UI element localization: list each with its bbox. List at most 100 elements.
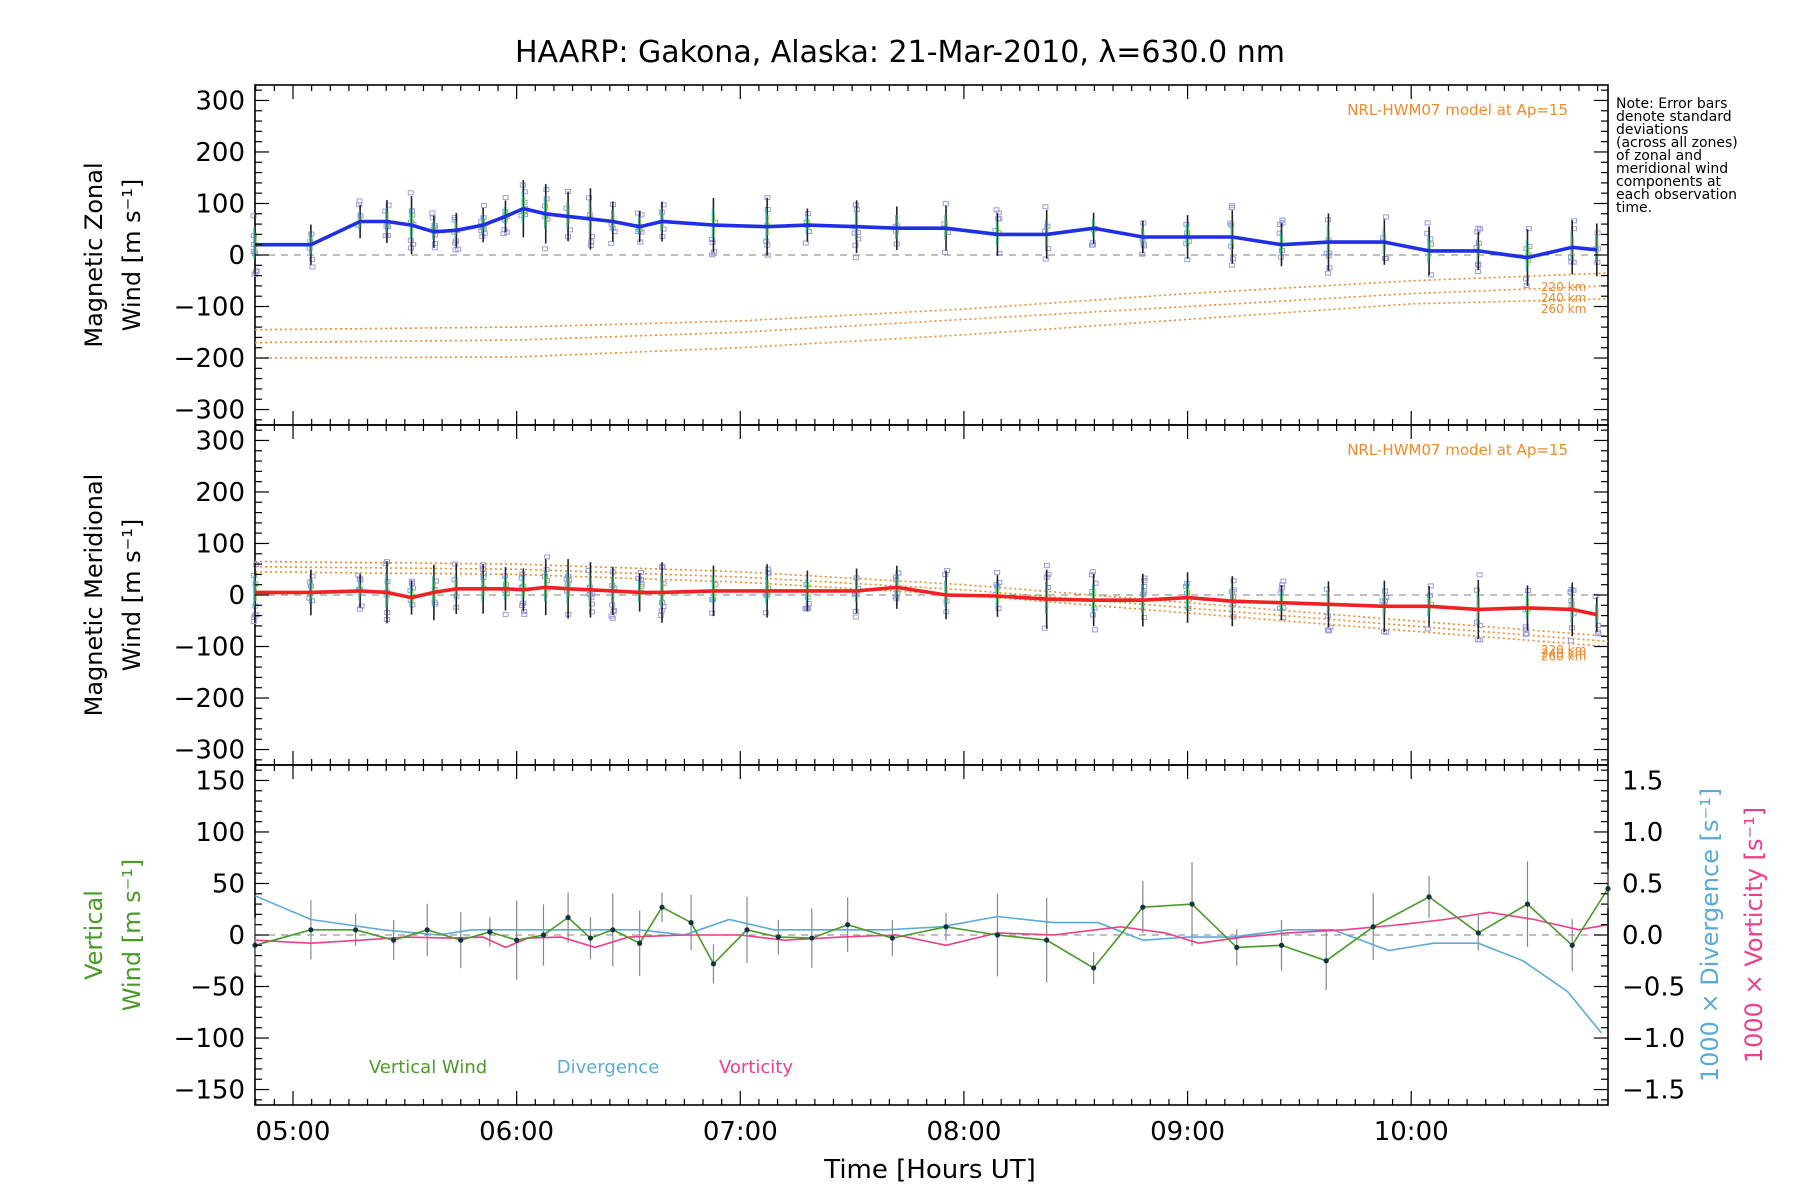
zone-marker: [309, 256, 316, 262]
zone-marker: [637, 570, 644, 576]
zone-marker: [764, 566, 771, 572]
x-tick-label: 10:00: [1374, 1117, 1449, 1147]
x-tick-label: 06:00: [479, 1117, 554, 1147]
note-line: components at: [1616, 174, 1722, 190]
vertical-wind-point: [1091, 965, 1097, 971]
zone-marker: [802, 240, 809, 246]
zone-marker: [1092, 627, 1099, 633]
y-tick-label: 200: [195, 478, 245, 508]
y-tick-label: 1.0: [1622, 818, 1663, 848]
vertical-wind-point: [353, 927, 359, 933]
zone-marker: [1089, 240, 1096, 246]
zone-marker: [895, 570, 902, 576]
y-tick-label: 0: [228, 241, 245, 271]
zone-marker: [452, 247, 459, 253]
vertical-wind-point: [1323, 958, 1329, 964]
zone-marker: [1043, 562, 1050, 568]
y-tick-label: −50: [190, 973, 245, 1003]
zone-marker: [1277, 222, 1284, 228]
zone-marker: [995, 216, 1002, 222]
vertical-wind-point: [1140, 904, 1146, 910]
zone-marker: [852, 242, 859, 248]
model-altitude-label: 220 km: [1541, 643, 1586, 657]
vertical-wind-point: [1278, 942, 1285, 948]
vertical-wind-point: [565, 914, 571, 921]
zone-marker: [589, 601, 596, 607]
y-tick-label: 150: [195, 766, 245, 796]
zone-marker: [1325, 270, 1332, 276]
wind-series-line: [255, 585, 1598, 617]
zone-marker: [480, 203, 487, 209]
zone-marker: [852, 255, 859, 261]
zone-marker: [1594, 622, 1601, 628]
zone-marker: [589, 609, 596, 615]
vertical-wind-line: [254, 888, 1609, 970]
y2-axis-label-vorticity: 1000 × Vorticity [s⁻¹]: [1740, 807, 1768, 1063]
zone-marker: [852, 614, 859, 620]
y-tick-label: −0.5: [1622, 973, 1685, 1003]
y-tick-label: 300: [195, 86, 245, 116]
zone-marker: [542, 246, 549, 252]
zone-marker: [1280, 578, 1287, 584]
zone-marker: [1424, 220, 1431, 226]
y2-axis-label-divergence: 1000 × Divergence [s⁻¹]: [1696, 788, 1724, 1082]
y-tick-label: −1.5: [1622, 1076, 1685, 1106]
zone-marker: [638, 577, 645, 583]
y-axis-label: Magnetic Meridional: [80, 474, 108, 717]
zone-marker: [942, 249, 949, 255]
zone-marker: [1592, 593, 1599, 599]
zone-marker: [250, 213, 257, 219]
zone-marker: [521, 611, 528, 617]
vertical-wind-point: [809, 935, 815, 941]
vorticity-line: [254, 911, 1609, 949]
zone-marker: [1045, 246, 1052, 252]
y-tick-label: 200: [195, 138, 245, 168]
y-tick-label: −300: [174, 396, 245, 426]
vertical-wind-point: [540, 932, 547, 938]
wind-series-line: [255, 206, 1597, 260]
vertical-wind-point: [458, 937, 464, 943]
model-line: [254, 272, 1609, 331]
zone-marker: [1279, 217, 1286, 223]
vertical-wind-point: [424, 927, 430, 933]
zone-marker: [429, 210, 436, 216]
note-line: deviations: [1616, 122, 1689, 138]
zone-marker: [1424, 626, 1431, 632]
zone-marker: [765, 569, 772, 575]
zone-marker: [358, 603, 365, 609]
error-bar-note: Note: Error bars denote standard deviation…: [1616, 97, 1786, 215]
zone-marker: [852, 608, 859, 614]
zone-marker: [1474, 229, 1481, 235]
y-tick-label: −200: [174, 344, 245, 374]
x-tick-label: 09:00: [1150, 1117, 1225, 1147]
vertical-wind-point: [710, 961, 717, 967]
vertical-wind-point: [1234, 944, 1240, 950]
y-tick-label: 0: [228, 921, 245, 951]
vertical-wind-point: [1189, 901, 1195, 907]
zone-marker: [1230, 578, 1237, 584]
zone-marker: [1141, 614, 1148, 620]
zone-marker: [585, 195, 592, 201]
y-tick-label: 100: [195, 189, 245, 219]
zone-marker: [500, 231, 507, 237]
vertical-wind-point: [1569, 942, 1575, 948]
zone-marker: [502, 611, 509, 617]
zone-marker: [805, 601, 812, 607]
model-altitude-label: 260 km: [1541, 302, 1586, 316]
y-axis-label: Vertical: [80, 890, 108, 980]
y-tick-label: 100: [195, 818, 245, 848]
y-tick-label: 0.5: [1622, 869, 1663, 899]
zone-marker: [252, 269, 259, 275]
vertical-wind-point: [1605, 886, 1611, 892]
zone-marker: [253, 612, 260, 618]
zone-marker: [709, 610, 716, 616]
model-line: [254, 285, 1609, 344]
zone-marker: [1523, 631, 1530, 637]
zone-marker: [1476, 637, 1483, 643]
zone-marker: [407, 190, 414, 196]
vertical-wind-point: [659, 904, 665, 910]
vertical-wind-point: [610, 927, 616, 933]
note-line: of zonal and: [1616, 148, 1702, 164]
y-tick-label: 1.5: [1622, 766, 1663, 796]
y-tick-label: 0: [228, 581, 245, 611]
